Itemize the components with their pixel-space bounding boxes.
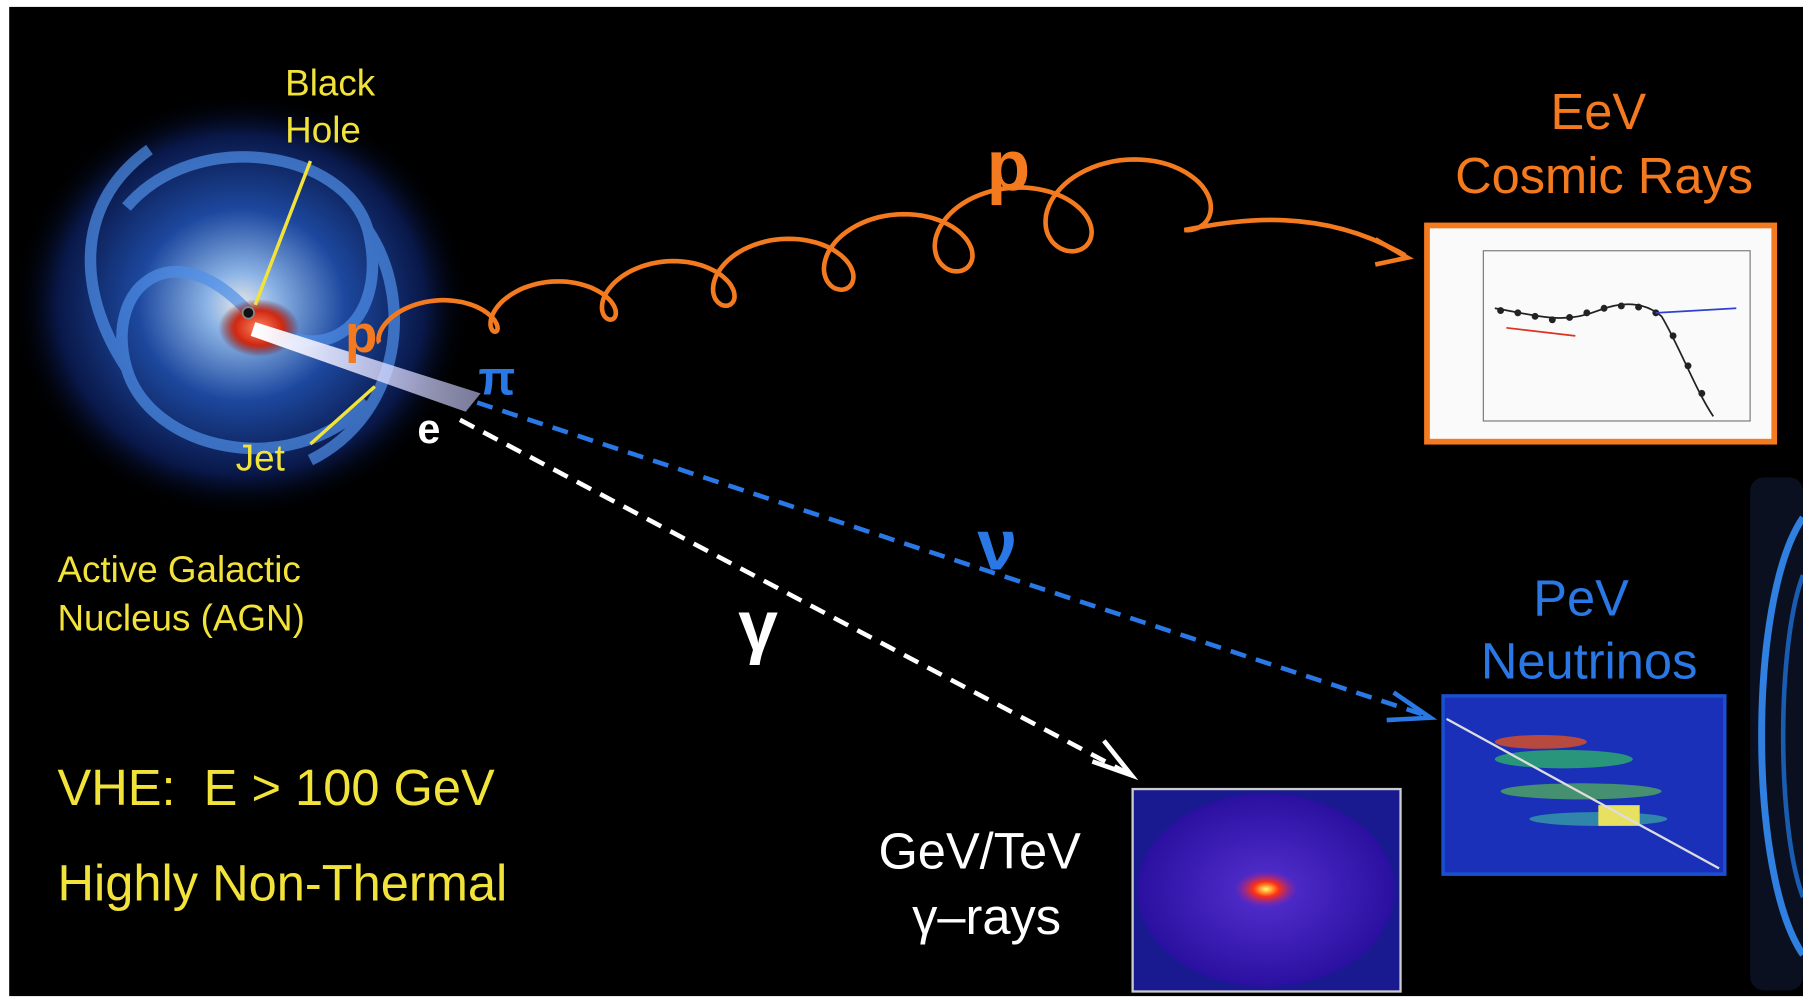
- particle-label: e: [417, 406, 440, 452]
- particle-label: ν: [977, 505, 1017, 585]
- slide: Black Hole Jet Active Galactic Nucleus (…: [0, 0, 1803, 1003]
- particle-label: γ: [738, 586, 778, 666]
- label: Jet: [236, 437, 285, 478]
- label: Black: [285, 62, 376, 103]
- target-label: GeV/TeV: [878, 822, 1081, 879]
- edge-image: [1750, 477, 1803, 990]
- note: Highly Non-Thermal: [57, 855, 507, 912]
- target-label: γ–rays: [912, 888, 1061, 945]
- spectrum-plot-image: [1427, 225, 1774, 441]
- target-label: Cosmic Rays: [1455, 147, 1753, 204]
- label: Nucleus (AGN): [57, 597, 304, 638]
- particle-label: p: [345, 305, 377, 364]
- target-label: Neutrinos: [1481, 633, 1697, 690]
- note: VHE: E > 100 GeV: [57, 759, 494, 816]
- neutrino-event-image: [1443, 696, 1725, 874]
- label: Hole: [285, 110, 361, 151]
- particle-label: π: [478, 352, 515, 406]
- particle-label: p: [987, 126, 1031, 206]
- label: Active Galactic: [57, 549, 300, 590]
- target-label: PeV: [1533, 569, 1629, 626]
- page: Black Hole Jet Active Galactic Nucleus (…: [0, 0, 1803, 1003]
- target-label: EeV: [1551, 83, 1647, 140]
- gamma-skymap-image: [1133, 789, 1401, 991]
